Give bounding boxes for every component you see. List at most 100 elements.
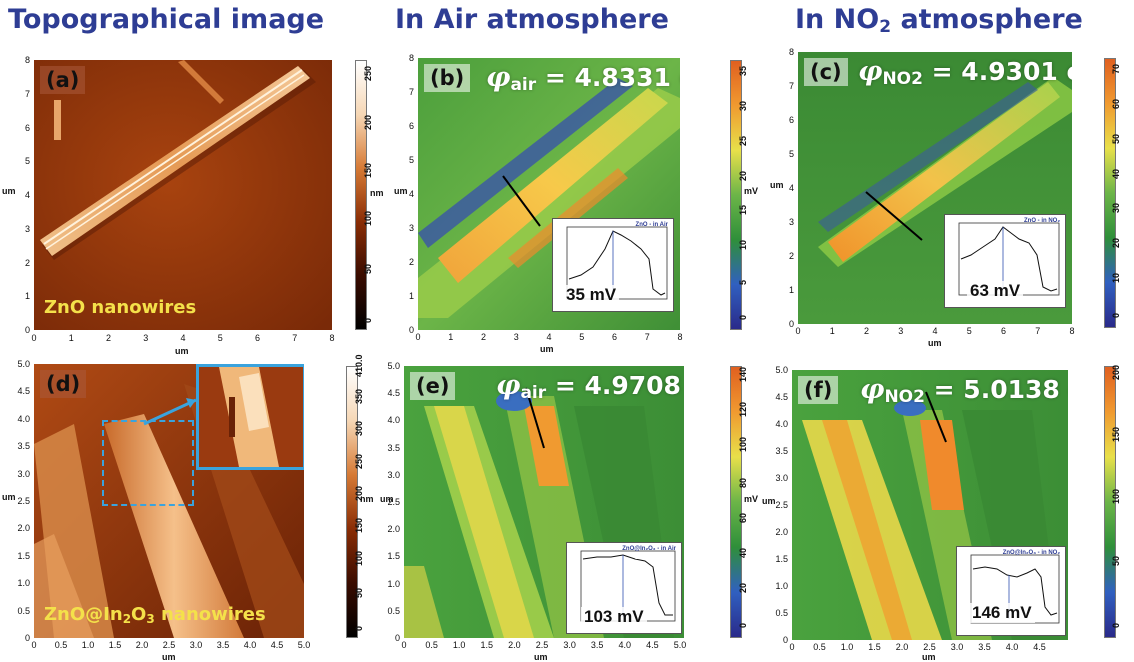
panel-c-label: (c): [804, 58, 848, 86]
tick: 3.0: [189, 640, 203, 650]
tick: 2.5: [775, 500, 788, 510]
tick: 30: [1111, 203, 1121, 214]
panel-c-yaxis: 8 7 6 5 4 3 2 1 0: [776, 47, 794, 329]
panel-c-yunit: um: [770, 180, 784, 190]
tick: 2: [863, 326, 870, 336]
phi-value: = 5.0138 eV: [933, 375, 1068, 404]
panel-e-workfunction: φair = 4.9708 eV: [496, 370, 684, 403]
tick: 0: [408, 325, 414, 335]
tick: 8: [24, 55, 30, 65]
tick: 1.5: [775, 554, 788, 564]
tick: 2.0: [135, 640, 149, 650]
phi-subscript: air: [520, 383, 547, 403]
tick: 0.5: [17, 605, 30, 616]
caption-part: ZnO@In: [44, 604, 123, 625]
tick: 3.5: [978, 642, 991, 652]
tick: 50: [1111, 555, 1121, 566]
tick: 5.0: [17, 359, 30, 369]
title-topographical: Topographical image: [8, 4, 325, 35]
tick: 3.5: [387, 442, 400, 453]
panel-e-xaxis: 0 0.5 1.0 1.5 2.0 2.5 3.0 3.5 4.0 4.5 5.…: [401, 640, 686, 652]
tick: 3: [898, 326, 904, 336]
tick: 1.5: [387, 551, 400, 562]
tick: 2.0: [508, 640, 521, 650]
panel-b-inset-title: ZnO - in Air: [635, 222, 668, 228]
tick: 1.0: [387, 578, 400, 589]
tick: 100: [1111, 488, 1121, 504]
panel-d-zoom-image: [199, 367, 303, 467]
tick: 10: [738, 240, 748, 251]
tick: 40: [1111, 168, 1121, 179]
phi-subscript: NO2: [884, 387, 925, 407]
tick: 7: [24, 88, 30, 99]
tick: 2.0: [775, 527, 788, 537]
tick: 4.0: [775, 419, 788, 429]
tick: 4.0: [618, 640, 632, 650]
tick: 0: [401, 640, 407, 650]
tick: 100: [363, 211, 373, 227]
tick: 3.0: [775, 473, 788, 483]
tick: 200: [363, 114, 373, 130]
tick: 0.5: [775, 608, 788, 618]
tick: 5: [217, 333, 223, 343]
tick: 6: [611, 332, 618, 342]
panel-d-zoom-arrow: [143, 398, 197, 426]
tick: 4.5: [17, 386, 30, 397]
tick: 6: [788, 115, 794, 125]
tick: 100: [738, 437, 748, 453]
panel-a-yaxis: 8 7 6 5 4 3 2 1 0: [10, 55, 30, 335]
tick: 3.5: [590, 640, 604, 650]
tick: 4.5: [775, 392, 788, 402]
phi-symbol: φ: [858, 56, 883, 87]
tick: 5.0: [387, 361, 400, 371]
tick: 3.0: [563, 640, 576, 650]
tick: 200: [1111, 364, 1121, 380]
panel-a-yunit: um: [2, 186, 16, 196]
tick: 0: [789, 642, 795, 652]
panel-f-yaxis: 5.0 4.5 4.0 3.5 3.0 2.5 2.0 1.5 1.0 0.5 …: [768, 365, 788, 645]
panel-e-label: (e): [410, 372, 456, 400]
tick: 50: [363, 264, 373, 275]
tick: 410.0: [354, 354, 364, 377]
tick: 5: [788, 149, 794, 159]
tick: 70: [1111, 64, 1121, 75]
tick: 3.0: [17, 468, 30, 479]
colorbar-d-unit: nm: [360, 494, 374, 504]
tick: 0: [782, 635, 788, 645]
tick: 3.5: [17, 441, 30, 452]
tick: 35: [738, 66, 748, 77]
panel-c-image: [798, 52, 1072, 324]
panel-f-inset-profile: ZnO@In₂O₃ - in NO₂ 146 mV: [956, 546, 1066, 636]
tick: 15: [738, 205, 748, 216]
tick: 1.0: [81, 640, 95, 650]
tick: 250: [363, 66, 373, 82]
panel-b-label: (b): [424, 64, 471, 92]
tick: 150: [354, 518, 364, 534]
tick: 0.5: [387, 605, 400, 616]
tick: 350: [354, 388, 364, 404]
tick: 1.0: [17, 578, 30, 589]
tick: 20: [738, 170, 748, 181]
phi-subscript: NO2: [882, 69, 923, 89]
tick: 150: [1111, 426, 1121, 442]
tick: 2: [408, 257, 414, 267]
tick: 3.5: [216, 640, 230, 650]
panel-c-inset-mv: 63 mV: [967, 281, 1024, 301]
panel-f-xaxis: 0 0.5 1.0 1.5 2.0 2.5 3.0 3.5 4.0 4.5: [789, 642, 1045, 654]
tick: 140: [738, 367, 748, 383]
caption-part: O: [131, 604, 147, 625]
tick: 0: [394, 633, 400, 643]
tick: 7: [292, 333, 298, 343]
tick: 0: [415, 332, 421, 342]
tick: 25: [738, 135, 748, 146]
phi-subscript: air: [510, 75, 537, 95]
tick: 150: [363, 162, 373, 178]
tick: 4: [180, 333, 186, 343]
tick: 5.0: [297, 640, 311, 650]
tick: 4.0: [387, 415, 400, 426]
tick: 7: [1035, 326, 1041, 336]
tick: 2: [105, 333, 112, 343]
tick: 20: [1111, 238, 1121, 249]
tick: 5: [738, 280, 748, 286]
colorbar-a-unit: nm: [370, 188, 384, 198]
